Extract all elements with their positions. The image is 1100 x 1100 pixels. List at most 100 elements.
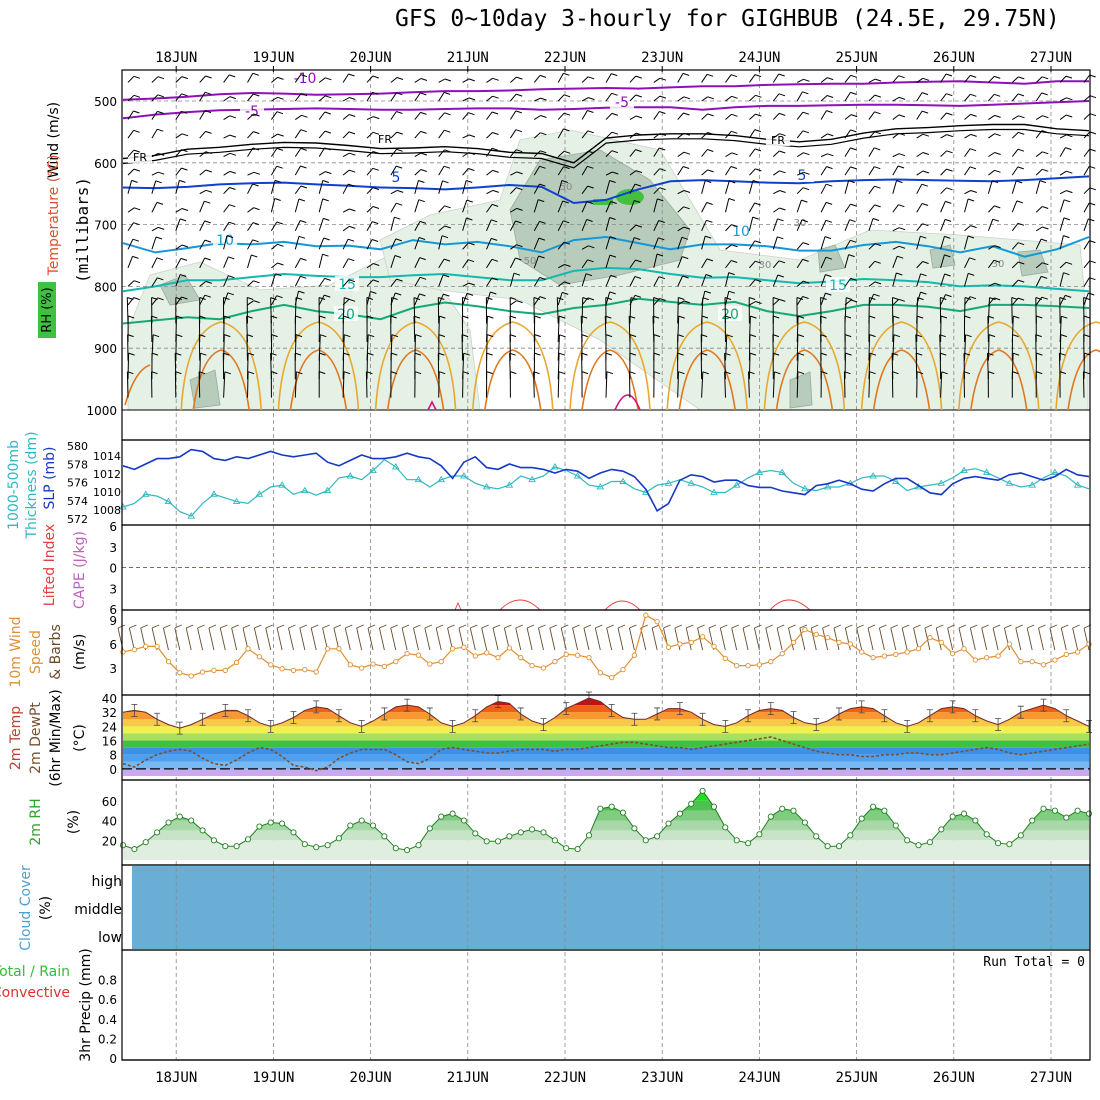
wind-barb <box>181 149 188 153</box>
wind-barb <box>964 273 969 287</box>
wind-speed-point <box>245 646 251 652</box>
wind-barb <box>318 147 326 157</box>
wind-barb <box>246 334 254 338</box>
wind-barb <box>127 75 135 83</box>
wind-barb <box>276 147 284 151</box>
wind-barb <box>799 624 808 629</box>
wind-barb <box>414 92 421 102</box>
wind-barb <box>366 263 374 269</box>
wind-barb <box>486 111 493 120</box>
isotherm-30 <box>1067 349 1100 411</box>
wind-barb <box>892 96 900 102</box>
wind-barb <box>844 92 851 102</box>
isotherm--10 <box>122 80 1089 101</box>
wind-barb <box>254 624 262 629</box>
wind-barb <box>318 130 326 139</box>
wind-barb <box>418 180 425 183</box>
wind-barb <box>486 219 492 231</box>
wind-barb <box>175 167 182 176</box>
wind-barb <box>987 316 989 343</box>
wind-barb <box>964 75 971 83</box>
wind-barb <box>1059 297 1066 300</box>
wind-barb <box>892 204 899 213</box>
wind-barb <box>324 294 331 298</box>
wind-barb <box>414 169 422 176</box>
wind-barb <box>247 147 254 157</box>
isotherm-5 <box>122 175 1090 205</box>
slp-line <box>122 448 1090 512</box>
wind-barb <box>533 255 540 269</box>
wind-barb <box>204 294 211 298</box>
wind-barb <box>175 218 181 231</box>
wind-barb <box>420 78 428 81</box>
wind-barb <box>443 165 451 169</box>
wind-barb <box>874 204 881 208</box>
wind-speed-point <box>143 643 149 650</box>
wind-barb <box>127 280 135 287</box>
wind-barb <box>372 279 380 283</box>
wind-barb <box>581 315 588 319</box>
wind-barb <box>892 114 900 120</box>
wind-barb <box>199 334 206 338</box>
wind-barb <box>419 293 426 297</box>
wind-barb <box>749 279 756 287</box>
wind-barb <box>318 198 324 213</box>
wind-barb <box>920 291 927 295</box>
wind-barb <box>967 235 975 239</box>
wind-barb <box>247 352 255 356</box>
wind-barb <box>197 627 203 651</box>
wind-barb <box>820 236 826 250</box>
wind-barb <box>534 315 541 319</box>
wind-barb <box>540 97 547 101</box>
wind-barb <box>391 352 398 356</box>
wind-barb <box>246 334 248 361</box>
wind-barb <box>439 371 446 375</box>
wind-barb <box>796 280 804 287</box>
wind-barb <box>820 220 827 231</box>
wind-barb <box>896 180 903 184</box>
wind-barb <box>181 110 188 114</box>
wind-barb <box>390 111 397 120</box>
wind-barb <box>151 111 158 120</box>
wind-barb <box>486 204 493 213</box>
wind-barb <box>916 261 923 269</box>
wind-barb <box>366 297 374 300</box>
wind-barb <box>227 292 234 296</box>
rh-2m-point <box>506 833 513 840</box>
wind-barb <box>247 73 254 83</box>
wind-barb <box>515 627 522 651</box>
wind-barb <box>845 334 852 338</box>
wind-barb <box>444 149 451 153</box>
wind-barb <box>414 180 419 194</box>
wind-barb <box>777 274 784 278</box>
wind-barb <box>1040 238 1048 242</box>
wind-barb <box>701 220 707 231</box>
wind-barb <box>921 203 929 206</box>
wind-barb <box>461 334 464 361</box>
wind-barb <box>682 166 690 169</box>
wind-barb <box>844 371 851 375</box>
wind-barb <box>748 74 756 83</box>
temp-band <box>123 754 1089 762</box>
wind-barb <box>922 152 930 155</box>
wind-barb <box>993 259 1001 263</box>
wind-barb <box>1089 74 1096 78</box>
wind-barb <box>509 334 517 338</box>
wind-barb <box>564 264 571 267</box>
cloud-row-high: high <box>91 874 122 890</box>
wind-barb <box>659 77 667 81</box>
rh-2m-point <box>369 822 377 829</box>
isotherm-25 <box>860 321 943 411</box>
wind-barb <box>994 205 1001 209</box>
temp-minmax-bar <box>358 719 365 733</box>
date-label-bottom: 23JUN <box>641 1070 683 1086</box>
thickness-marker <box>619 477 627 484</box>
wind-barb <box>533 183 540 194</box>
wind-barb <box>391 334 399 338</box>
wind-barb <box>803 78 810 82</box>
wind-barb <box>151 624 160 629</box>
wind-barb <box>564 150 571 154</box>
wind-barb <box>820 256 827 269</box>
wind-barb <box>581 97 589 102</box>
wind-speed-point <box>904 649 910 655</box>
